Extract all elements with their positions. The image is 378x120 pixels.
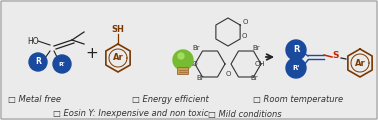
FancyBboxPatch shape xyxy=(1,1,377,119)
FancyBboxPatch shape xyxy=(178,67,189,75)
Circle shape xyxy=(173,50,193,70)
Text: O: O xyxy=(241,33,247,39)
Text: OH: OH xyxy=(255,61,265,67)
Text: □ Energy efficient: □ Energy efficient xyxy=(132,95,209,104)
Text: □ Mild conditions: □ Mild conditions xyxy=(208,109,282,119)
Text: SH: SH xyxy=(112,26,124,35)
Text: HO: HO xyxy=(188,61,198,67)
Text: O: O xyxy=(225,71,231,77)
Text: Br: Br xyxy=(192,45,200,51)
Text: Br: Br xyxy=(196,75,204,81)
Circle shape xyxy=(29,53,47,71)
Circle shape xyxy=(53,55,71,73)
Text: Ar: Ar xyxy=(355,59,366,67)
Text: R: R xyxy=(293,45,299,54)
Text: R: R xyxy=(35,57,41,66)
Circle shape xyxy=(286,40,306,60)
Text: O: O xyxy=(242,19,248,25)
Text: S: S xyxy=(333,51,339,60)
Circle shape xyxy=(178,53,184,59)
Text: +: + xyxy=(86,45,98,60)
Text: Br: Br xyxy=(250,75,258,81)
Text: HO: HO xyxy=(27,36,39,45)
Text: □ Room temperature: □ Room temperature xyxy=(253,95,343,104)
Text: R': R' xyxy=(292,65,300,71)
Text: R': R' xyxy=(59,61,65,66)
Text: Ar: Ar xyxy=(113,54,123,63)
Text: Br: Br xyxy=(252,45,260,51)
Text: □ Eosin Y: Inexpensive and non toxic: □ Eosin Y: Inexpensive and non toxic xyxy=(53,109,208,119)
Text: □ Metal free: □ Metal free xyxy=(8,95,60,104)
Circle shape xyxy=(286,58,306,78)
